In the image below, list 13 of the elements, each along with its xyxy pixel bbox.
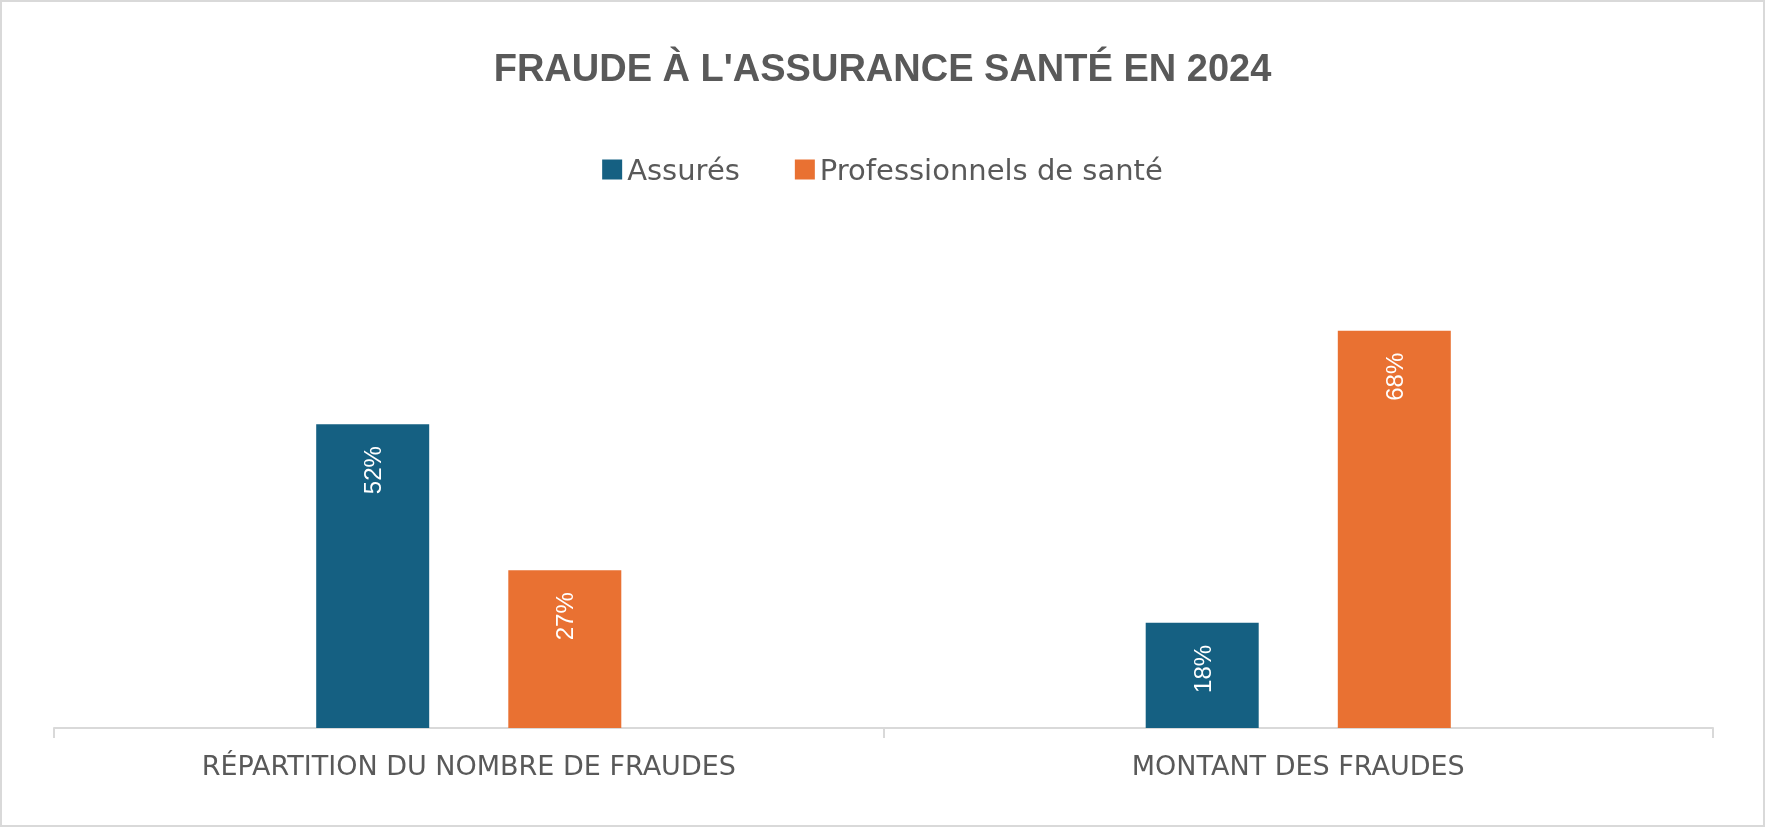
bar	[1145, 622, 1259, 728]
bar	[1337, 330, 1451, 728]
data-label: 52%	[359, 446, 387, 495]
chart-title: FRAUDE À L'ASSURANCE SANTÉ EN 2024	[493, 46, 1272, 89]
legend-label: Assurés	[627, 152, 740, 187]
bar	[316, 424, 430, 728]
x-tick-label: MONTANT DES FRAUDES	[1131, 750, 1465, 781]
bar	[508, 570, 622, 728]
x-tick-label: RÉPARTITION DU NOMBRE DE FRAUDES	[201, 750, 736, 781]
data-label: 18%	[1188, 644, 1216, 693]
data-label: 27%	[551, 592, 579, 641]
legend-label: Professionnels de santé	[819, 152, 1163, 187]
data-label: 68%	[1380, 352, 1408, 401]
